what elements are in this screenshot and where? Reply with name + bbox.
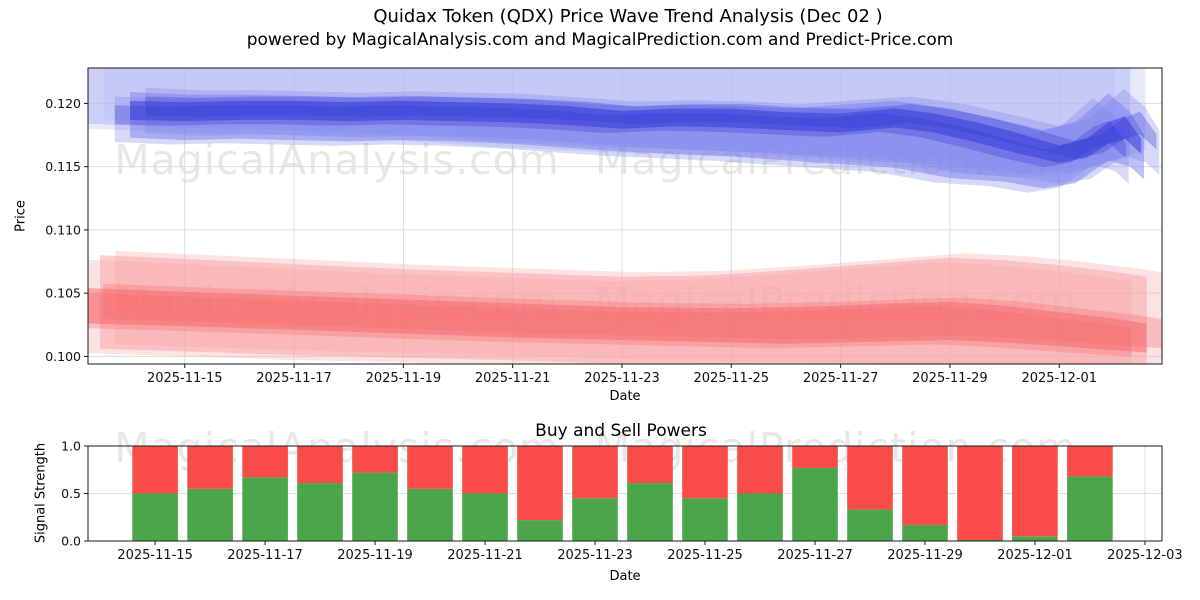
sell-bar [957, 446, 1003, 540]
sell-bar [352, 446, 398, 473]
power-chart: 2025-11-15 2025-11-17 2025-11-19 2025-11-21… [61, 439, 1183, 564]
lower-wave-core [88, 288, 1147, 353]
tick-label: 2025-11-15 [117, 548, 193, 563]
tick-label: 2025-11-29 [912, 371, 988, 386]
tick-label: 2025-12-01 [997, 548, 1073, 563]
plot-border [87, 67, 1163, 365]
upper-wave-core [145, 96, 1157, 159]
tick-label: 2025-11-19 [337, 548, 413, 563]
buy-bar [627, 483, 673, 541]
sell-bar [517, 446, 563, 521]
tick-label: 1.0 [61, 439, 81, 454]
tick-label: 2025-11-27 [777, 548, 853, 563]
tick-label: 2025-11-19 [366, 371, 442, 386]
page-subtitle: powered by MagicalAnalysis.com and Magic… [246, 30, 954, 50]
tick-label: 2025-11-15 [147, 371, 223, 386]
price-chart: 2025-11-15 2025-11-17 2025-11-19 2025-11-21… [45, 67, 1163, 386]
tick-label: 2025-11-21 [475, 371, 551, 386]
power-chart-title: Buy and Sell Powers [535, 421, 707, 441]
sell-bar [627, 446, 673, 484]
sell-bar [187, 446, 233, 489]
sell-bar [572, 446, 618, 499]
buy-bar [187, 488, 233, 542]
upper-wave-core [130, 100, 1142, 163]
watermark-analysis: MagicalAnalysis.com [114, 136, 560, 184]
tick-label: 0.5 [61, 486, 81, 501]
buy-bar [902, 524, 948, 541]
lower-wave-core [103, 283, 1162, 349]
buy-bar [242, 477, 288, 541]
sell-bar [132, 446, 178, 494]
upper-wave-core [114, 105, 1126, 168]
tick-label: 2025-12-01 [1021, 371, 1097, 386]
tick-label: 2025-11-23 [584, 371, 660, 386]
signal-strength-axis-label: Signal Strength [33, 442, 49, 544]
date-axis-label-bottom: Date [609, 569, 641, 584]
tick-label: 2025-11-21 [447, 548, 523, 563]
buy-bar [847, 509, 893, 541]
lower-wave-core [88, 293, 1132, 357]
tick-label: 0.105 [45, 286, 81, 301]
sell-bar [737, 446, 783, 494]
tick-label: 2025-11-29 [887, 548, 963, 563]
buy-bar [352, 472, 398, 541]
tick-label: 2025-11-27 [803, 371, 879, 386]
buy-bar [132, 493, 178, 541]
sell-bar [792, 446, 838, 468]
buy-bar [792, 467, 838, 541]
tick-label: 2025-12-03 [1107, 548, 1183, 563]
buy-bar [407, 488, 453, 542]
tick-label: 2025-11-17 [256, 371, 332, 386]
sell-bar [297, 446, 343, 484]
tick-label: 2025-11-23 [557, 548, 633, 563]
date-axis-label-top: Date [609, 389, 641, 404]
sell-bar [462, 446, 508, 494]
tick-label: 0.110 [45, 222, 81, 237]
tick-label: 0.115 [45, 159, 81, 174]
sell-bar [242, 446, 288, 478]
buy-bar [682, 498, 728, 542]
sell-bar [682, 446, 728, 499]
buy-bar [462, 493, 508, 541]
buy-bar [1012, 536, 1058, 542]
sell-bar [407, 446, 453, 489]
sell-bar [847, 446, 893, 510]
sell-bar [902, 446, 948, 525]
buy-bar [737, 493, 783, 541]
buy-bar [1067, 476, 1113, 541]
tick-label: 2025-11-25 [667, 548, 743, 563]
tick-label: 2025-11-25 [694, 371, 770, 386]
tick-label: 0.120 [45, 96, 81, 111]
tick-label: 2025-11-17 [227, 548, 303, 563]
sell-bar [1067, 446, 1113, 477]
tick-label: 0.0 [61, 534, 81, 549]
page-title: Quidax Token (QDX) Price Wave Trend Anal… [373, 6, 883, 27]
price-axis-label: Price [13, 200, 29, 232]
buy-bar [572, 498, 618, 542]
buy-bar [297, 483, 343, 541]
tick-label: 0.100 [45, 349, 81, 364]
buy-bar [517, 520, 563, 541]
sell-bar [1012, 446, 1058, 537]
